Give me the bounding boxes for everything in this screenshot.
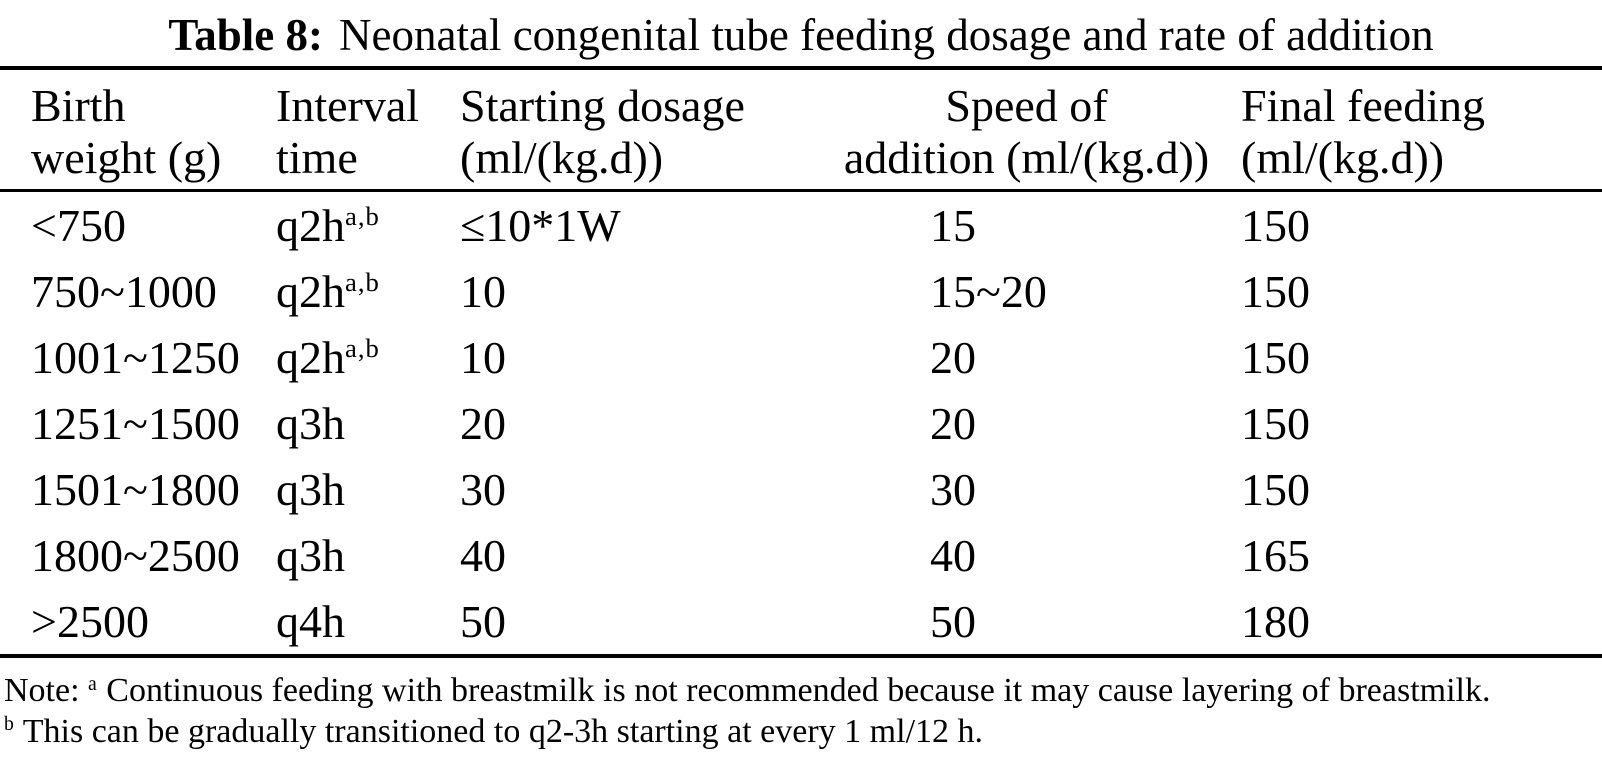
column-header-birth_weight: Birth weight (g) [0, 68, 245, 193]
table-caption-text: Neonatal congenital tube feeding dosage … [339, 10, 1434, 60]
table-row: 1001~1250 q2ha,b 10 20 150 [0, 324, 1602, 390]
footnote-marker: a,b [345, 333, 380, 364]
table-row: 1251~1500 q3h 20 20 150 [0, 390, 1602, 456]
cell-interval_time: q3h [276, 529, 345, 581]
column-header-line: weight (g) [31, 131, 222, 183]
footnote-marker: a,b [345, 267, 380, 298]
column-header-line: Speed of [945, 80, 1108, 131]
cell-birth_weight: 750~1000 [31, 265, 217, 317]
cell-interval_time: q4h [245, 588, 430, 659]
cell-interval_time: q3h [276, 463, 345, 515]
cell-final_feeding: 165 [1241, 529, 1310, 581]
table-row: 1501~1800 q3h 30 30 150 [0, 456, 1602, 522]
cell-speed_of_addition: 15 [930, 199, 976, 251]
note-prefix: Note: [4, 672, 89, 710]
cell-final_feeding: 150 [1241, 331, 1310, 383]
cell-starting_dosage: 30 [460, 463, 506, 515]
note-marker: b [4, 713, 15, 736]
cell-final_feeding: 150 [1241, 265, 1310, 317]
cell-birth_weight: 1001~1250 [31, 331, 240, 383]
cell-starting_dosage: 40 [460, 529, 506, 581]
column-header-line: Birth [31, 80, 126, 131]
cell-interval_time: q2ha,b [276, 199, 380, 251]
cell-interval_time: q2ha,b [276, 265, 380, 317]
column-header-line: (ml/(kg.d)) [1241, 131, 1445, 183]
column-header-final_feeding: Final feeding (ml/(kg.d)) [1213, 68, 1602, 193]
table-notes: Note: a Continuous feeding with breastmi… [0, 658, 1602, 753]
note-line: b This can be gradually transitioned to … [4, 712, 984, 750]
table-header-row: Birth weight (g) Interval time Starting dosa… [0, 68, 1602, 193]
column-header-starting_dosage: Starting dosage (ml/(kg.d)) [430, 68, 840, 193]
table-body: <750 q2ha,b ≤10*1W 15 150 750~1000 q2ha,b 10 15~… [0, 191, 1602, 659]
column-header-speed_of_addition: Speed of addition (ml/(kg.d)) [840, 68, 1213, 193]
feeding-dosage-table: Birth weight (g) Interval time Starting dosa… [0, 66, 1602, 659]
table-caption: Table 8: Neonatal congenital tube feeding… [0, 0, 1602, 60]
cell-starting_dosage: 10 [460, 331, 506, 383]
footnote-marker: a,b [345, 201, 380, 232]
cell-interval_time: q3h [276, 397, 345, 449]
cell-speed_of_addition: 30 [930, 463, 976, 515]
cell-speed_of_addition: 50 [840, 588, 1213, 659]
cell-birth_weight: <750 [31, 199, 126, 251]
cell-starting_dosage: 20 [460, 397, 506, 449]
table-row: 1800~2500 q3h 40 40 165 [0, 522, 1602, 588]
cell-final_feeding: 180 [1213, 588, 1602, 659]
cell-final_feeding: 150 [1241, 463, 1310, 515]
column-header-line: Final feeding [1241, 80, 1485, 131]
cell-starting_dosage: 10 [460, 265, 506, 317]
table-row: 750~1000 q2ha,b 10 15~20 150 [0, 258, 1602, 324]
note-marker: a [88, 672, 98, 695]
cell-birth_weight: >2500 [0, 588, 245, 659]
cell-speed_of_addition: 40 [930, 529, 976, 581]
cell-starting_dosage: ≤10*1W [460, 199, 621, 251]
table-row: <750 q2ha,b ≤10*1W 15 150 [0, 191, 1602, 259]
column-header-interval_time: Interval time [245, 68, 430, 193]
table-caption-number: Table 8: [168, 10, 324, 60]
note-line: Note: a Continuous feeding with breastmi… [4, 672, 1491, 710]
cell-speed_of_addition: 20 [930, 331, 976, 383]
cell-birth_weight: 1501~1800 [31, 463, 240, 515]
column-header-line: (ml/(kg.d)) [460, 131, 664, 183]
cell-speed_of_addition: 20 [930, 397, 976, 449]
column-header-line: Starting dosage [460, 80, 745, 131]
column-header-line: time [276, 131, 358, 183]
cell-starting_dosage: 50 [430, 588, 840, 659]
cell-interval_time: q2ha,b [276, 331, 380, 383]
cell-final_feeding: 150 [1241, 199, 1310, 251]
column-header-line: Interval [276, 80, 420, 131]
cell-birth_weight: 1800~2500 [31, 529, 240, 581]
cell-final_feeding: 150 [1241, 397, 1310, 449]
column-header-line: addition (ml/(kg.d)) [843, 131, 1210, 183]
cell-speed_of_addition: 15~20 [930, 265, 1047, 317]
table-row: >2500 q4h 50 50 180 [0, 588, 1602, 659]
cell-birth_weight: 1251~1500 [31, 397, 240, 449]
